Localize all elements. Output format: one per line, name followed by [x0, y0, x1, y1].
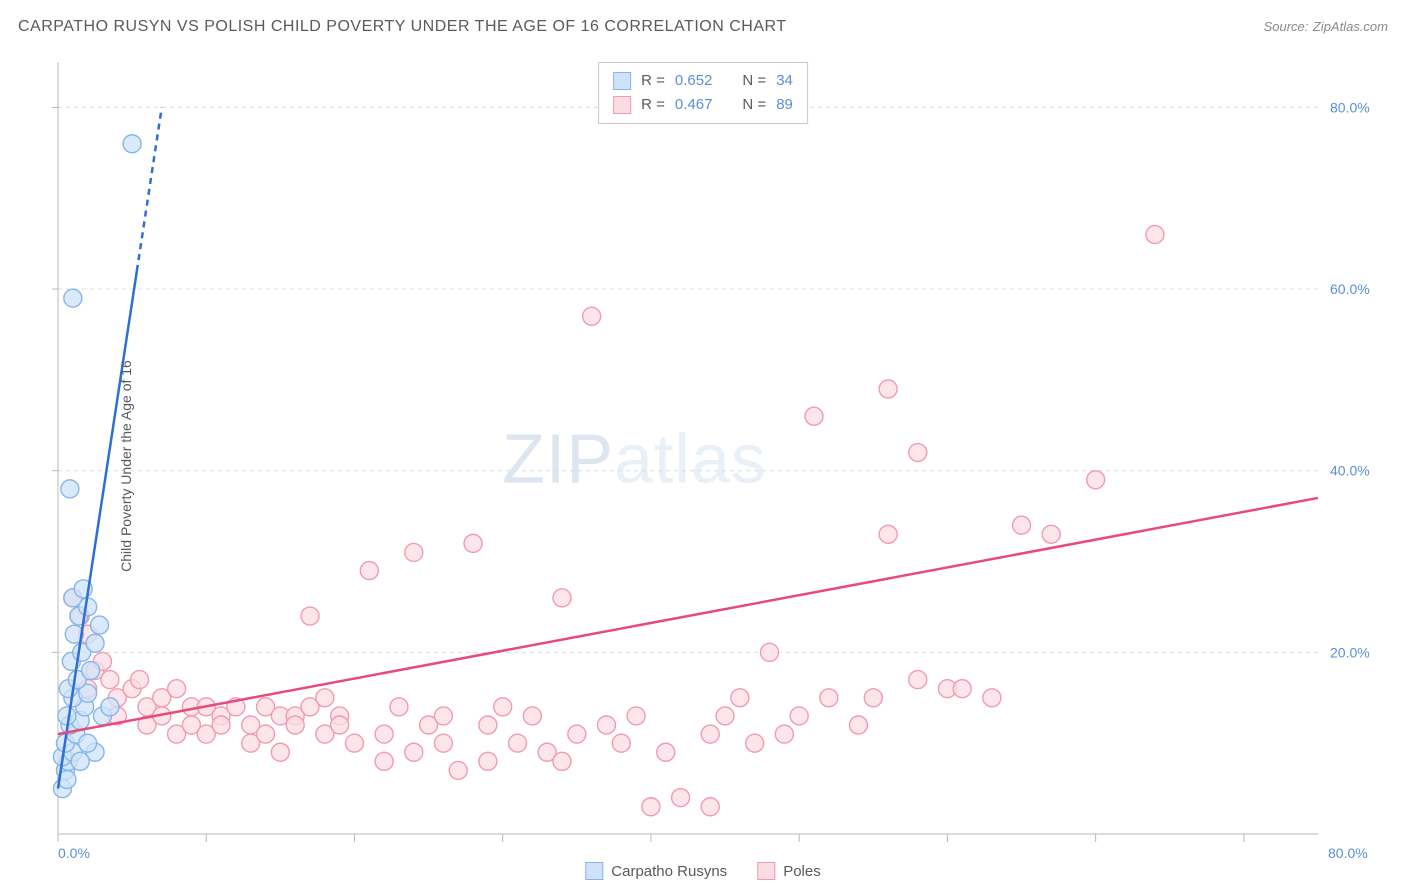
- series-legend: Carpatho Rusyns Poles: [585, 862, 820, 880]
- n-label-a: N =: [742, 69, 766, 93]
- series-name-b: Poles: [783, 863, 821, 880]
- correlation-legend: R = 0.652 N = 34 R = 0.467 N = 89: [598, 62, 808, 124]
- source-label: Source:: [1264, 19, 1309, 34]
- series-swatch-a: [585, 862, 603, 880]
- legend-row-b: R = 0.467 N = 89: [613, 93, 793, 117]
- series-legend-b: Poles: [757, 862, 821, 880]
- chart-area: Child Poverty Under the Age of 16 ZIPatl…: [18, 58, 1388, 874]
- legend-swatch-a: [613, 72, 631, 90]
- r-value-a: 0.652: [675, 69, 713, 93]
- svg-text:40.0%: 40.0%: [1330, 463, 1370, 479]
- svg-text:ZIPatlas: ZIPatlas: [502, 419, 767, 497]
- n-value-a: 34: [776, 69, 793, 93]
- r-label-a: R =: [641, 69, 665, 93]
- source-name: ZipAtlas.com: [1313, 19, 1388, 34]
- chart-title: CARPATHO RUSYN VS POLISH CHILD POVERTY U…: [18, 18, 787, 36]
- series-name-a: Carpatho Rusyns: [611, 863, 727, 880]
- series-legend-a: Carpatho Rusyns: [585, 862, 727, 880]
- svg-text:60.0%: 60.0%: [1330, 281, 1370, 297]
- svg-text:0.0%: 0.0%: [58, 845, 90, 861]
- svg-text:80.0%: 80.0%: [1330, 99, 1370, 115]
- source-credit: Source: ZipAtlas.com: [1264, 18, 1388, 36]
- svg-text:20.0%: 20.0%: [1330, 644, 1370, 660]
- r-value-b: 0.467: [675, 93, 713, 117]
- r-label-b: R =: [641, 93, 665, 117]
- legend-row-a: R = 0.652 N = 34: [613, 69, 793, 93]
- svg-text:80.0%: 80.0%: [1328, 845, 1368, 861]
- series-swatch-b: [757, 862, 775, 880]
- y-axis-label: Child Poverty Under the Age of 16: [118, 360, 134, 572]
- legend-swatch-b: [613, 96, 631, 114]
- n-label-b: N =: [742, 93, 766, 117]
- n-value-b: 89: [776, 93, 793, 117]
- scatter-chart: ZIPatlas 20.0% 40.0% 60.0% 80.0% 0.0% 80.0%: [18, 58, 1388, 874]
